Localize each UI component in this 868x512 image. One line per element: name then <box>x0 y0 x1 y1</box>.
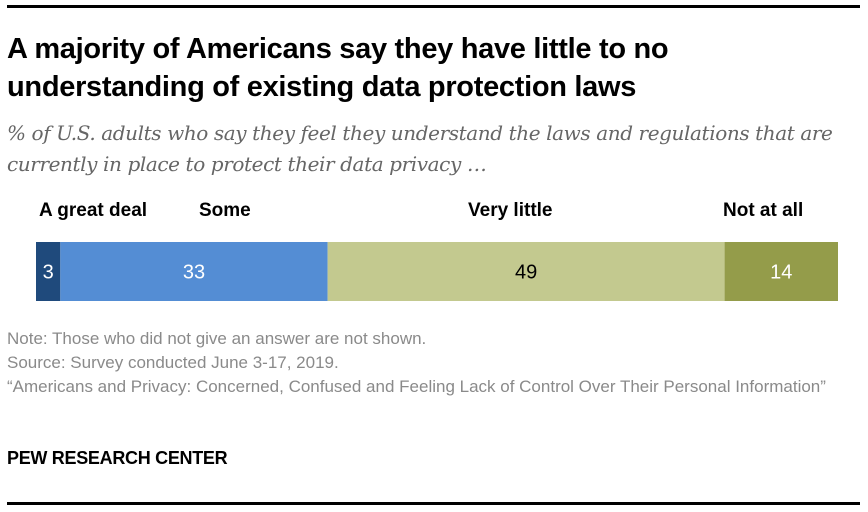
chart-title: A majority of Americans say they have li… <box>7 33 669 103</box>
note-text: Note: Those who did not give an answer a… <box>7 329 427 348</box>
bar-segment-very-little <box>327 242 725 301</box>
data-label-not-at-all: 14 <box>770 262 792 284</box>
category-label-very-little: Very little <box>468 200 553 221</box>
bar-segment-a-great-deal <box>36 242 61 301</box>
category-label-not-at-all: Not at all <box>723 200 804 221</box>
footnotes: Note: Those who did not give an answer a… <box>7 327 857 399</box>
source-text: Source: Survey conducted June 3-17, 2019… <box>7 353 339 372</box>
bar-segment-not-at-all <box>724 242 838 301</box>
data-label-very-little: 49 <box>515 262 537 284</box>
data-label-a-great-deal: 3 <box>43 262 54 284</box>
category-label-some: Some <box>199 200 251 221</box>
pew-research-center-logo: PEW RESEARCH CENTER <box>7 448 228 468</box>
stacked-bar-chart: 3 33 49 14 <box>36 242 838 301</box>
data-label-some: 33 <box>183 262 205 284</box>
chart-subtitle: % of U.S. adults who say they feel they … <box>7 121 833 176</box>
report-title-text: “Americans and Privacy: Concerned, Confu… <box>7 377 826 396</box>
category-label-a-great-deal: A great deal <box>39 200 148 221</box>
bottom-rule <box>7 502 860 505</box>
bar-segment-some <box>60 242 328 301</box>
top-rule <box>7 5 860 8</box>
